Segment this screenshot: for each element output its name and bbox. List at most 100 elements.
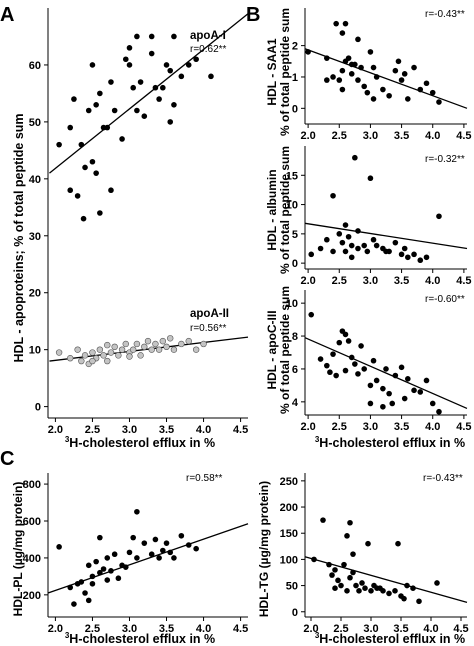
data-point-b3-b3 bbox=[361, 366, 367, 372]
data-point-c2-c2 bbox=[341, 561, 347, 568]
xlabel-a-sup: 3 bbox=[65, 435, 70, 444]
data-point-a-apoa-i bbox=[178, 73, 185, 80]
data-point-c2-c2 bbox=[350, 551, 356, 557]
data-point-a-apoa-i bbox=[167, 119, 174, 125]
x-tick-label-b1: 4.0 bbox=[425, 130, 440, 142]
r-label-apoa2: r=0.56** bbox=[190, 323, 227, 334]
data-point-b2-b2 bbox=[411, 251, 417, 258]
panel-c-tg: 2.0 2.5 3.0 3.5 4.0 4.5 0 50 100 150 200 250 HDL-TG… bbox=[257, 473, 469, 646]
y-tick-label-b2: 10 bbox=[286, 200, 298, 212]
data-point-c1-c1 bbox=[115, 575, 122, 582]
y-tick-label-c1: 400 bbox=[23, 553, 41, 565]
data-point-a-apoa-ii bbox=[89, 349, 96, 356]
data-point-a-apoa-i bbox=[148, 33, 155, 40]
data-point-c2-c2 bbox=[368, 588, 374, 594]
data-point-a-apoa-i bbox=[108, 79, 114, 85]
y-tick-label-b2: 5 bbox=[292, 229, 298, 241]
data-point-b3-b3 bbox=[383, 366, 389, 372]
data-point-a-apoa-ii bbox=[192, 346, 200, 353]
series-label-apoa2: apoA-II bbox=[190, 308, 229, 320]
data-point-b1-b1 bbox=[401, 71, 408, 77]
data-point-c2-c2 bbox=[416, 598, 422, 605]
data-point-a-apoa-i bbox=[152, 84, 159, 91]
data-point-b2-b2 bbox=[423, 254, 430, 261]
y-tick-label-b3: 4 bbox=[292, 397, 299, 409]
data-point-b2-b2 bbox=[398, 251, 405, 258]
data-point-c1-c1 bbox=[193, 545, 199, 552]
data-point-c2-c2 bbox=[362, 585, 368, 591]
data-point-a-apoa-i bbox=[97, 90, 103, 97]
y-tick-label-c2: 200 bbox=[280, 502, 298, 514]
xlabel-c2-sup: 3 bbox=[315, 631, 320, 640]
data-point-b1-b1 bbox=[355, 77, 361, 83]
data-point-a-apoa-ii bbox=[67, 355, 74, 362]
data-point-c1-c1 bbox=[185, 542, 192, 548]
y-tick-label-b1: 2 bbox=[292, 41, 298, 53]
x-tick-label-b1: 3.0 bbox=[363, 130, 378, 142]
fit-line-b3-b3 bbox=[304, 337, 468, 410]
data-point-b2-b2 bbox=[392, 239, 399, 246]
plot-area-b1: 2.0 2.5 3.0 3.5 4.0 4.5 0 1 2 bbox=[292, 8, 472, 142]
data-point-a-apoa-i bbox=[167, 67, 174, 74]
y-tick-label-c2: 50 bbox=[286, 581, 298, 593]
data-point-a-apoa-ii bbox=[133, 340, 141, 348]
data-point-b1-b1 bbox=[411, 64, 417, 71]
data-point-a-apoa-ii bbox=[111, 343, 118, 351]
data-point-b3-b3 bbox=[386, 390, 392, 397]
data-point-c2-c2 bbox=[326, 561, 332, 568]
xlabel-b: 3H-cholesterol efflux in % bbox=[315, 435, 465, 450]
data-point-a-apoa-ii bbox=[78, 357, 85, 365]
data-point-b2-b2 bbox=[355, 245, 361, 252]
data-point-a-apoa-i bbox=[148, 50, 155, 57]
data-point-c1-c1 bbox=[104, 577, 111, 583]
y-tick-label-a: 10 bbox=[29, 345, 41, 357]
r-label-apoc3: r=-0.60** bbox=[425, 294, 465, 305]
data-point-c2-c2 bbox=[335, 577, 341, 584]
data-point-b2-b2 bbox=[330, 192, 336, 199]
y-tick-label-c2: 0 bbox=[292, 607, 298, 619]
data-point-c1-c1 bbox=[141, 540, 148, 546]
xlabel-c2-text: H-cholesterol efflux in % bbox=[319, 632, 465, 646]
data-point-b2-b2 bbox=[405, 254, 411, 261]
data-point-b3-b3 bbox=[317, 356, 324, 362]
data-point-b3-b3 bbox=[358, 343, 364, 349]
data-point-c1-c1 bbox=[85, 562, 92, 569]
data-point-a-apoa-i bbox=[163, 62, 170, 68]
data-point-b3-b3 bbox=[380, 385, 386, 392]
xlabel-b-sup: 3 bbox=[315, 435, 320, 444]
y-tick-label-a: 50 bbox=[29, 117, 41, 129]
data-point-b2-b2 bbox=[336, 231, 343, 237]
data-point-b3-b3 bbox=[348, 354, 355, 361]
x-tick-label-c2: 2.5 bbox=[333, 623, 348, 635]
data-point-a-apoa-ii bbox=[148, 346, 155, 353]
data-point-a-apoa-ii bbox=[107, 349, 115, 356]
data-point-b1-b1 bbox=[339, 86, 346, 93]
data-point-b2-b2 bbox=[373, 242, 380, 249]
x-tick-label-c1: 4.5 bbox=[233, 623, 248, 635]
data-point-c1-c1 bbox=[163, 540, 170, 546]
x-tick-label-b1: 2.5 bbox=[332, 130, 347, 142]
data-point-b2-b2 bbox=[417, 257, 424, 264]
data-point-a-apoa-i bbox=[134, 33, 140, 40]
data-point-c1-c1 bbox=[171, 555, 177, 561]
data-point-b1-b1 bbox=[395, 58, 402, 65]
data-point-b3-b3 bbox=[330, 351, 336, 357]
data-point-c1-c1 bbox=[167, 549, 174, 556]
data-point-a-apoa-i bbox=[171, 102, 177, 108]
data-point-b2-b2 bbox=[317, 245, 324, 252]
xlabel-c1: 3H-cholesterol efflux in % bbox=[65, 631, 215, 646]
data-point-b2-b2 bbox=[308, 251, 315, 258]
data-point-b2-b2 bbox=[348, 254, 355, 261]
data-point-b3-b3 bbox=[380, 403, 386, 410]
ylabel-b3-line2: % of total peptide sum bbox=[278, 286, 292, 414]
data-point-c2-c2 bbox=[344, 588, 350, 594]
x-tick-label-b3: 4.0 bbox=[425, 421, 440, 433]
data-point-b1-b1 bbox=[392, 67, 399, 74]
data-point-c2-c2 bbox=[347, 574, 353, 581]
data-point-c1-c1 bbox=[85, 597, 92, 604]
data-point-a-apoa-i bbox=[193, 56, 199, 63]
data-point-c2-c2 bbox=[332, 585, 338, 591]
data-point-c2-c2 bbox=[365, 540, 371, 547]
r-label-pl: r=0.58** bbox=[186, 473, 223, 484]
r-label-albumin: r=-0.32** bbox=[425, 154, 465, 165]
